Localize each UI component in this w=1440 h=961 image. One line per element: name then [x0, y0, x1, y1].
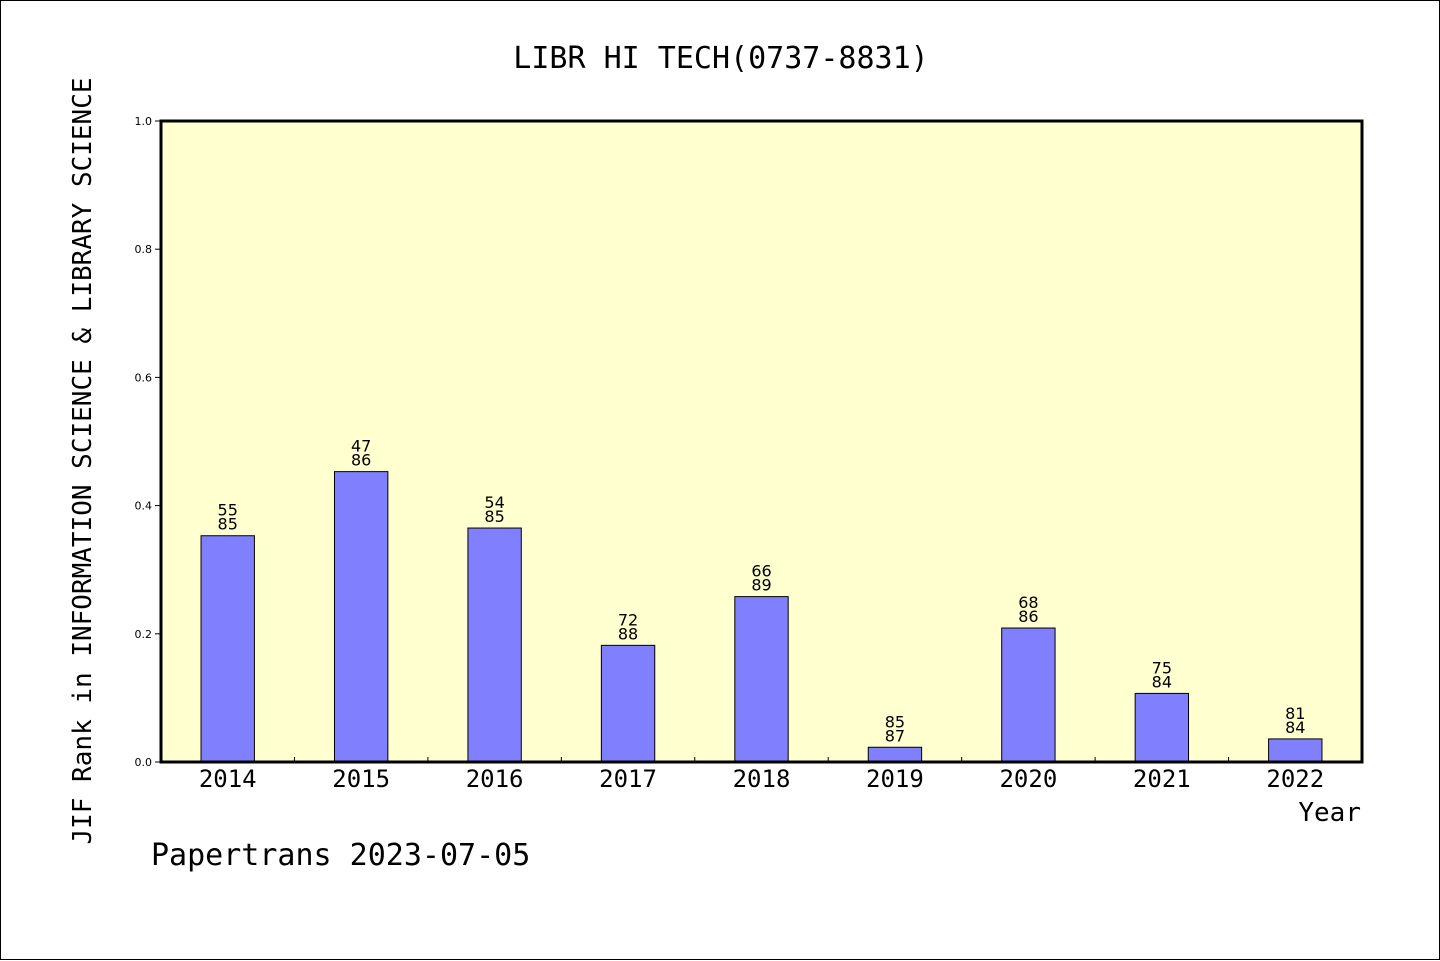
- bar-label-bottom: 88: [618, 624, 638, 643]
- bar-label-top: 75: [1152, 658, 1172, 677]
- x-tick-label: 2017: [599, 765, 657, 793]
- bar-label-bottom: 86: [351, 451, 371, 470]
- bar: [867, 746, 923, 763]
- y-tick-label: 0.0: [135, 756, 153, 769]
- y-axis-label: JIF Rank in INFORMATION SCIENCE & LIBRAR…: [68, 77, 98, 844]
- bar-label-bottom: 85: [218, 515, 238, 534]
- bar-label-bottom: 86: [1018, 607, 1038, 626]
- bar-label-top: 68: [1018, 593, 1038, 612]
- chart-title: LIBR HI TECH(0737-8831): [513, 41, 928, 76]
- bar-label-top: 54: [484, 493, 504, 512]
- y-tick-label: 0.8: [135, 243, 153, 256]
- x-tick-label: 2019: [866, 765, 924, 793]
- bar-label-top: 55: [218, 501, 238, 520]
- bar: [200, 535, 255, 763]
- bar-label-top: 81: [1285, 704, 1305, 723]
- bar-label-top: 85: [885, 712, 905, 731]
- y-tick-label: 0.2: [135, 628, 153, 641]
- bar-label-top: 66: [751, 562, 771, 581]
- y-tick-label: 0.4: [135, 500, 153, 513]
- bar-label-bottom: 84: [1285, 718, 1305, 737]
- x-tick-label: 2022: [1266, 765, 1324, 793]
- bar: [1268, 738, 1323, 763]
- x-tick-label: 2015: [332, 765, 390, 793]
- bar: [467, 527, 522, 763]
- bar-label-bottom: 87: [885, 726, 905, 745]
- bar: [734, 596, 789, 763]
- bar: [1134, 692, 1190, 763]
- footer-text: Papertrans 2023-07-05: [151, 838, 530, 873]
- x-tick-label: 2021: [1133, 765, 1191, 793]
- bar-label-top: 47: [351, 437, 371, 456]
- plot-border: [159, 119, 1364, 764]
- bar-label-bottom: 84: [1152, 672, 1172, 691]
- y-tick-label: 0.6: [135, 371, 153, 384]
- y-tick-label: 1.0: [135, 115, 153, 128]
- bar-label-bottom: 89: [751, 576, 771, 595]
- bar-label-top: 72: [618, 610, 638, 629]
- x-tick-label: 2016: [466, 765, 524, 793]
- x-tick-label: 2018: [733, 765, 791, 793]
- bar: [333, 471, 389, 763]
- bar: [600, 644, 656, 763]
- x-tick-label: 2014: [199, 765, 257, 793]
- bar-label-bottom: 85: [484, 507, 504, 526]
- x-tick-label: 2020: [999, 765, 1057, 793]
- bar: [1001, 627, 1056, 763]
- x-axis-label: Year: [1298, 798, 1361, 828]
